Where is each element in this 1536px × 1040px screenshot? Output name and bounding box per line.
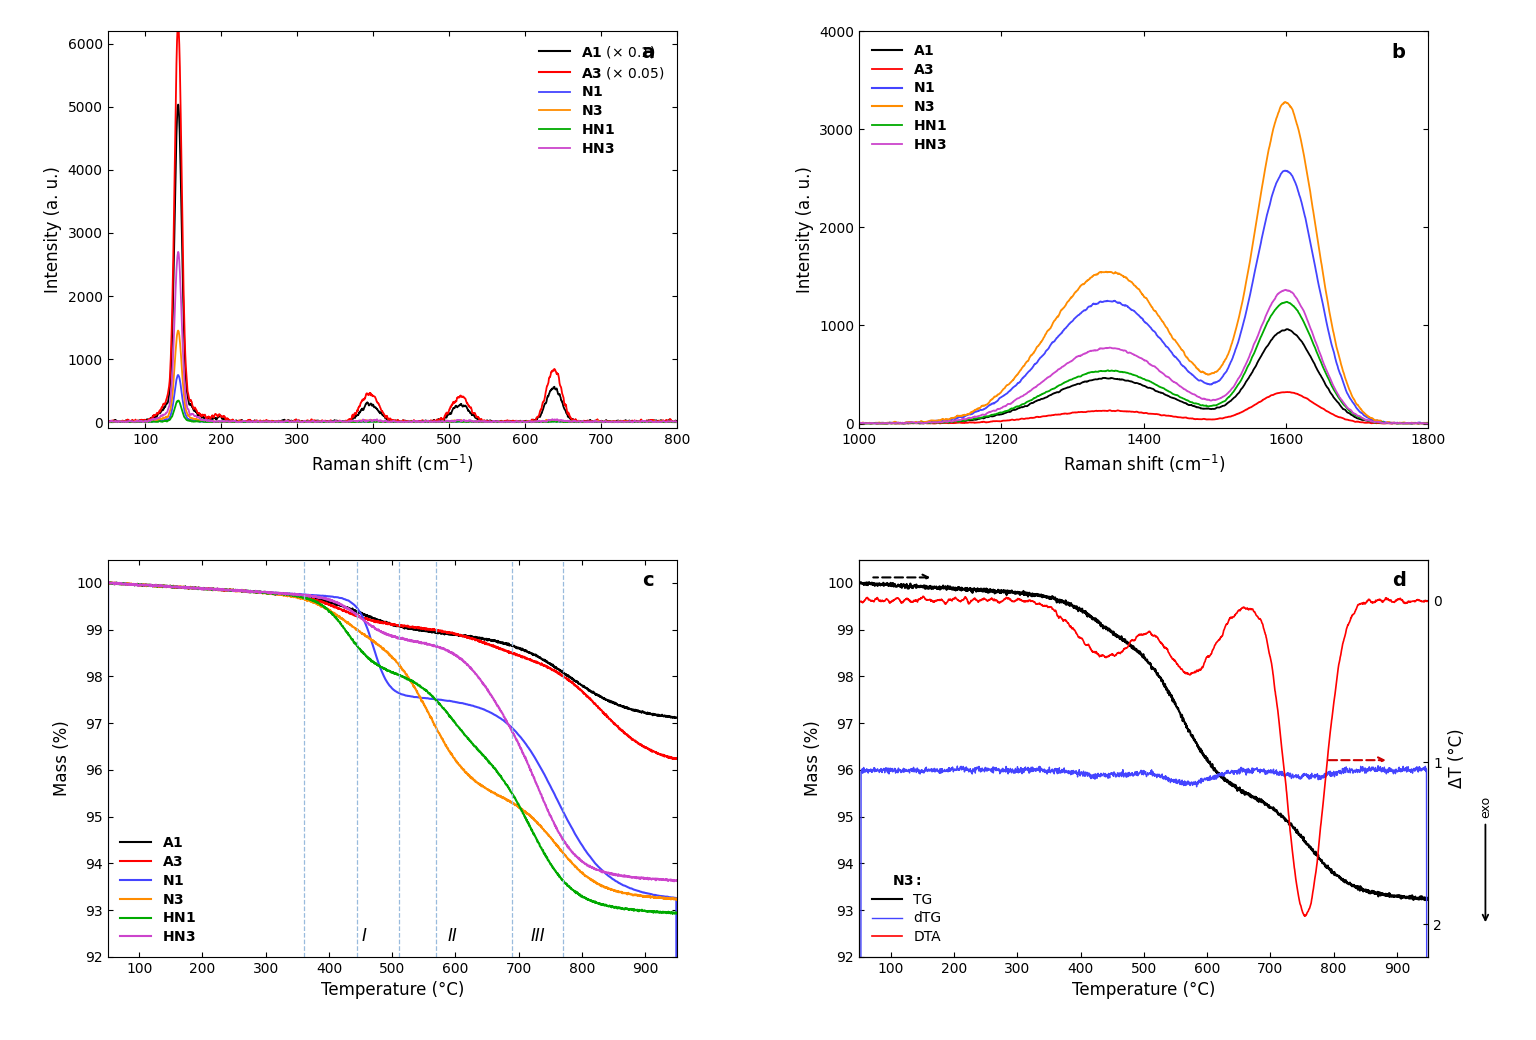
Legend: $\bf{A1}$, $\bf{A3}$, $\bf{N1}$, $\bf{N3}$, $\bf{HN1}$, $\bf{HN3}$: $\bf{A1}$, $\bf{A3}$, $\bf{N1}$, $\bf{N3… [866, 38, 952, 158]
Legend: $\bf{A1}$ (× 0.1), $\bf{A3}$ (× 0.05), $\bf{N1}$, $\bf{N3}$, $\bf{HN1}$, $\bf{HN: $\bf{A1}$ (× 0.1), $\bf{A3}$ (× 0.05), $… [535, 38, 670, 161]
Y-axis label: Mass (%): Mass (%) [52, 721, 71, 796]
X-axis label: Raman shift (cm$^{-1}$): Raman shift (cm$^{-1}$) [312, 452, 473, 475]
Text: exo: exo [1479, 796, 1491, 817]
X-axis label: Raman shift (cm$^{-1}$): Raman shift (cm$^{-1}$) [1063, 452, 1224, 475]
Legend: TG, dTG, DTA: TG, dTG, DTA [866, 868, 948, 950]
Y-axis label: Mass (%): Mass (%) [805, 721, 822, 796]
Text: d: d [1392, 571, 1405, 591]
Text: I: I [361, 927, 366, 945]
Legend: $\bf{A1}$, $\bf{A3}$, $\bf{N1}$, $\bf{N3}$, $\bf{HN1}$, $\bf{HN3}$: $\bf{A1}$, $\bf{A3}$, $\bf{N1}$, $\bf{N3… [115, 830, 201, 950]
X-axis label: Temperature (°C): Temperature (°C) [1072, 981, 1215, 999]
Text: III: III [530, 927, 545, 945]
X-axis label: Temperature (°C): Temperature (°C) [321, 981, 464, 999]
Text: c: c [642, 571, 654, 591]
Y-axis label: ΔT (°C): ΔT (°C) [1448, 728, 1465, 788]
Y-axis label: Intensity (a. u.): Intensity (a. u.) [796, 166, 814, 293]
Text: II: II [447, 927, 458, 945]
Text: a: a [641, 43, 654, 62]
Y-axis label: Intensity (a. u.): Intensity (a. u.) [45, 166, 61, 293]
Text: b: b [1392, 43, 1405, 62]
